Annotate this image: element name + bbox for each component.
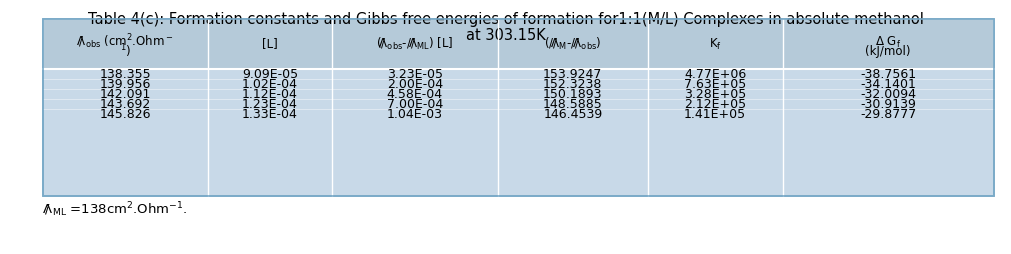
Text: 2.12E+05: 2.12E+05 xyxy=(683,98,745,110)
Text: 3.23E-05: 3.23E-05 xyxy=(386,68,443,81)
Text: 138.355: 138.355 xyxy=(99,68,151,81)
Text: 145.826: 145.826 xyxy=(99,107,151,120)
Text: -38.7561: -38.7561 xyxy=(859,68,915,81)
Text: 7.00E-04: 7.00E-04 xyxy=(386,98,443,110)
Text: $\mathregular{^1}$): $\mathregular{^1}$) xyxy=(119,42,130,60)
Text: ($\mathregular{/\!\!\!\Lambda_{obs}}$-/$\mathregular{/\!\!\!\Lambda_{ML}}$) [L]: ($\mathregular{/\!\!\!\Lambda_{obs}}$-/$… xyxy=(376,36,453,52)
Text: 1.23E-04: 1.23E-04 xyxy=(242,98,297,110)
Text: 150.1893: 150.1893 xyxy=(543,87,602,101)
Text: $\mathregular{/\!\!\!\Lambda_{ML}}$ =138cm$\mathregular{^2}$.Ohm$\mathregular{^{: $\mathregular{/\!\!\!\Lambda_{ML}}$ =138… xyxy=(42,200,187,219)
Text: 139.956: 139.956 xyxy=(99,77,151,90)
Text: 4.58E-04: 4.58E-04 xyxy=(386,87,443,101)
Text: $\Delta$ G$\mathregular{_f}$: $\Delta$ G$\mathregular{_f}$ xyxy=(875,35,901,50)
Text: 153.9247: 153.9247 xyxy=(543,68,602,81)
Text: 148.5885: 148.5885 xyxy=(543,98,603,110)
Text: -30.9139: -30.9139 xyxy=(859,98,915,110)
Text: 1.12E-04: 1.12E-04 xyxy=(242,87,297,101)
Text: -29.8777: -29.8777 xyxy=(859,107,915,120)
Text: 152.3238: 152.3238 xyxy=(543,77,602,90)
Text: 146.4539: 146.4539 xyxy=(543,107,602,120)
Bar xyxy=(42,19,993,69)
Text: 1.04E-03: 1.04E-03 xyxy=(386,107,443,120)
Text: -32.0094: -32.0094 xyxy=(859,87,915,101)
Bar xyxy=(42,19,993,196)
Text: 2.00E-04: 2.00E-04 xyxy=(386,77,443,90)
Text: at 303.15K: at 303.15K xyxy=(466,28,545,43)
Text: (kJ/mol): (kJ/mol) xyxy=(864,44,910,57)
Text: 3.28E+05: 3.28E+05 xyxy=(683,87,745,101)
Text: $\mathregular{/\!\!\!\Lambda_{obs}}$ (cm$\mathregular{^2}$.Ohm$\mathregular{^-}$: $\mathregular{/\!\!\!\Lambda_{obs}}$ (cm… xyxy=(77,33,173,51)
Bar xyxy=(42,19,993,196)
Text: 142.091: 142.091 xyxy=(99,87,151,101)
Text: 143.692: 143.692 xyxy=(99,98,151,110)
Text: (/$\mathregular{/\!\!\!\Lambda_M}$-/$\mathregular{/\!\!\!\Lambda_{obs}}$): (/$\mathregular{/\!\!\!\Lambda_M}$-/$\ma… xyxy=(544,36,601,52)
Text: 1.33E-04: 1.33E-04 xyxy=(242,107,297,120)
Text: -34.1401: -34.1401 xyxy=(859,77,915,90)
Text: 4.77E+06: 4.77E+06 xyxy=(683,68,745,81)
Text: 7.63E+05: 7.63E+05 xyxy=(683,77,745,90)
Text: 1.41E+05: 1.41E+05 xyxy=(683,107,745,120)
Text: [L]: [L] xyxy=(262,38,277,51)
Text: 1.02E-04: 1.02E-04 xyxy=(242,77,297,90)
Text: 9.09E-05: 9.09E-05 xyxy=(242,68,297,81)
Text: K$\mathregular{_f}$: K$\mathregular{_f}$ xyxy=(708,37,721,52)
Text: Table 4(c): Formation constants and Gibbs free energies of formation for1:1(M/L): Table 4(c): Formation constants and Gibb… xyxy=(88,12,923,27)
